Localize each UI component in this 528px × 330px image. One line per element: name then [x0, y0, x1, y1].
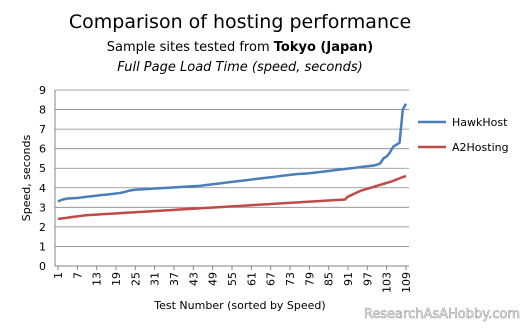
watermark: ResearchAsAHobby.com [364, 307, 520, 322]
x-tick-label: 55 [226, 272, 239, 286]
y-tick-label: 5 [39, 162, 46, 175]
y-tick-label: 2 [39, 221, 46, 234]
y-axis-title: Speed, seconds [20, 135, 33, 222]
line-series [57, 103, 408, 203]
x-tick-label: 67 [265, 272, 278, 286]
subtitle-text: Sample sites tested from [107, 40, 270, 55]
x-tick-label: 49 [207, 272, 220, 286]
x-tick-label: 73 [284, 272, 297, 286]
x-tick-label: 43 [187, 272, 200, 286]
x-tick-label: 91 [342, 272, 355, 286]
y-tick-label: 3 [39, 201, 46, 214]
x-tick-label: 37 [168, 272, 181, 286]
x-axis-title: Test Number (sorted by Speed) [153, 299, 325, 312]
chart-title: Comparison of hosting performance [69, 11, 411, 33]
x-tick-label: 13 [91, 272, 104, 286]
y-tick-label: 4 [39, 182, 46, 195]
legend-label: HawkHost [452, 116, 508, 129]
y-tick-label: 6 [39, 143, 46, 156]
subtitle: Sample sites tested from Tokyo (Japan) [107, 40, 374, 55]
line-series [57, 174, 407, 221]
x-tick-label: 109 [400, 272, 413, 293]
subtitle-emphasis: Tokyo (Japan) [274, 40, 373, 55]
x-tick-label: 97 [361, 272, 374, 286]
legend-label: A2Hosting [452, 141, 509, 154]
x-tick-label: 1 [52, 272, 65, 279]
y-tick-label: 7 [39, 123, 46, 136]
y-tick-label: 9 [39, 84, 46, 97]
y-tick-label: 8 [39, 104, 46, 117]
x-tick-label: 25 [129, 272, 142, 286]
x-tick-label: 61 [245, 272, 258, 286]
x-tick-label: 79 [303, 272, 316, 286]
y-tick-label: 0 [39, 260, 46, 273]
x-tick-label: 103 [381, 272, 394, 293]
chart-subtitle: Full Page Load Time (speed, seconds) [117, 60, 362, 75]
x-tick-label: 31 [149, 272, 162, 286]
x-tick-label: 85 [323, 272, 336, 286]
x-tick-label: 7 [71, 272, 84, 279]
y-tick-label: 1 [39, 240, 46, 253]
x-tick-label: 19 [110, 272, 123, 286]
